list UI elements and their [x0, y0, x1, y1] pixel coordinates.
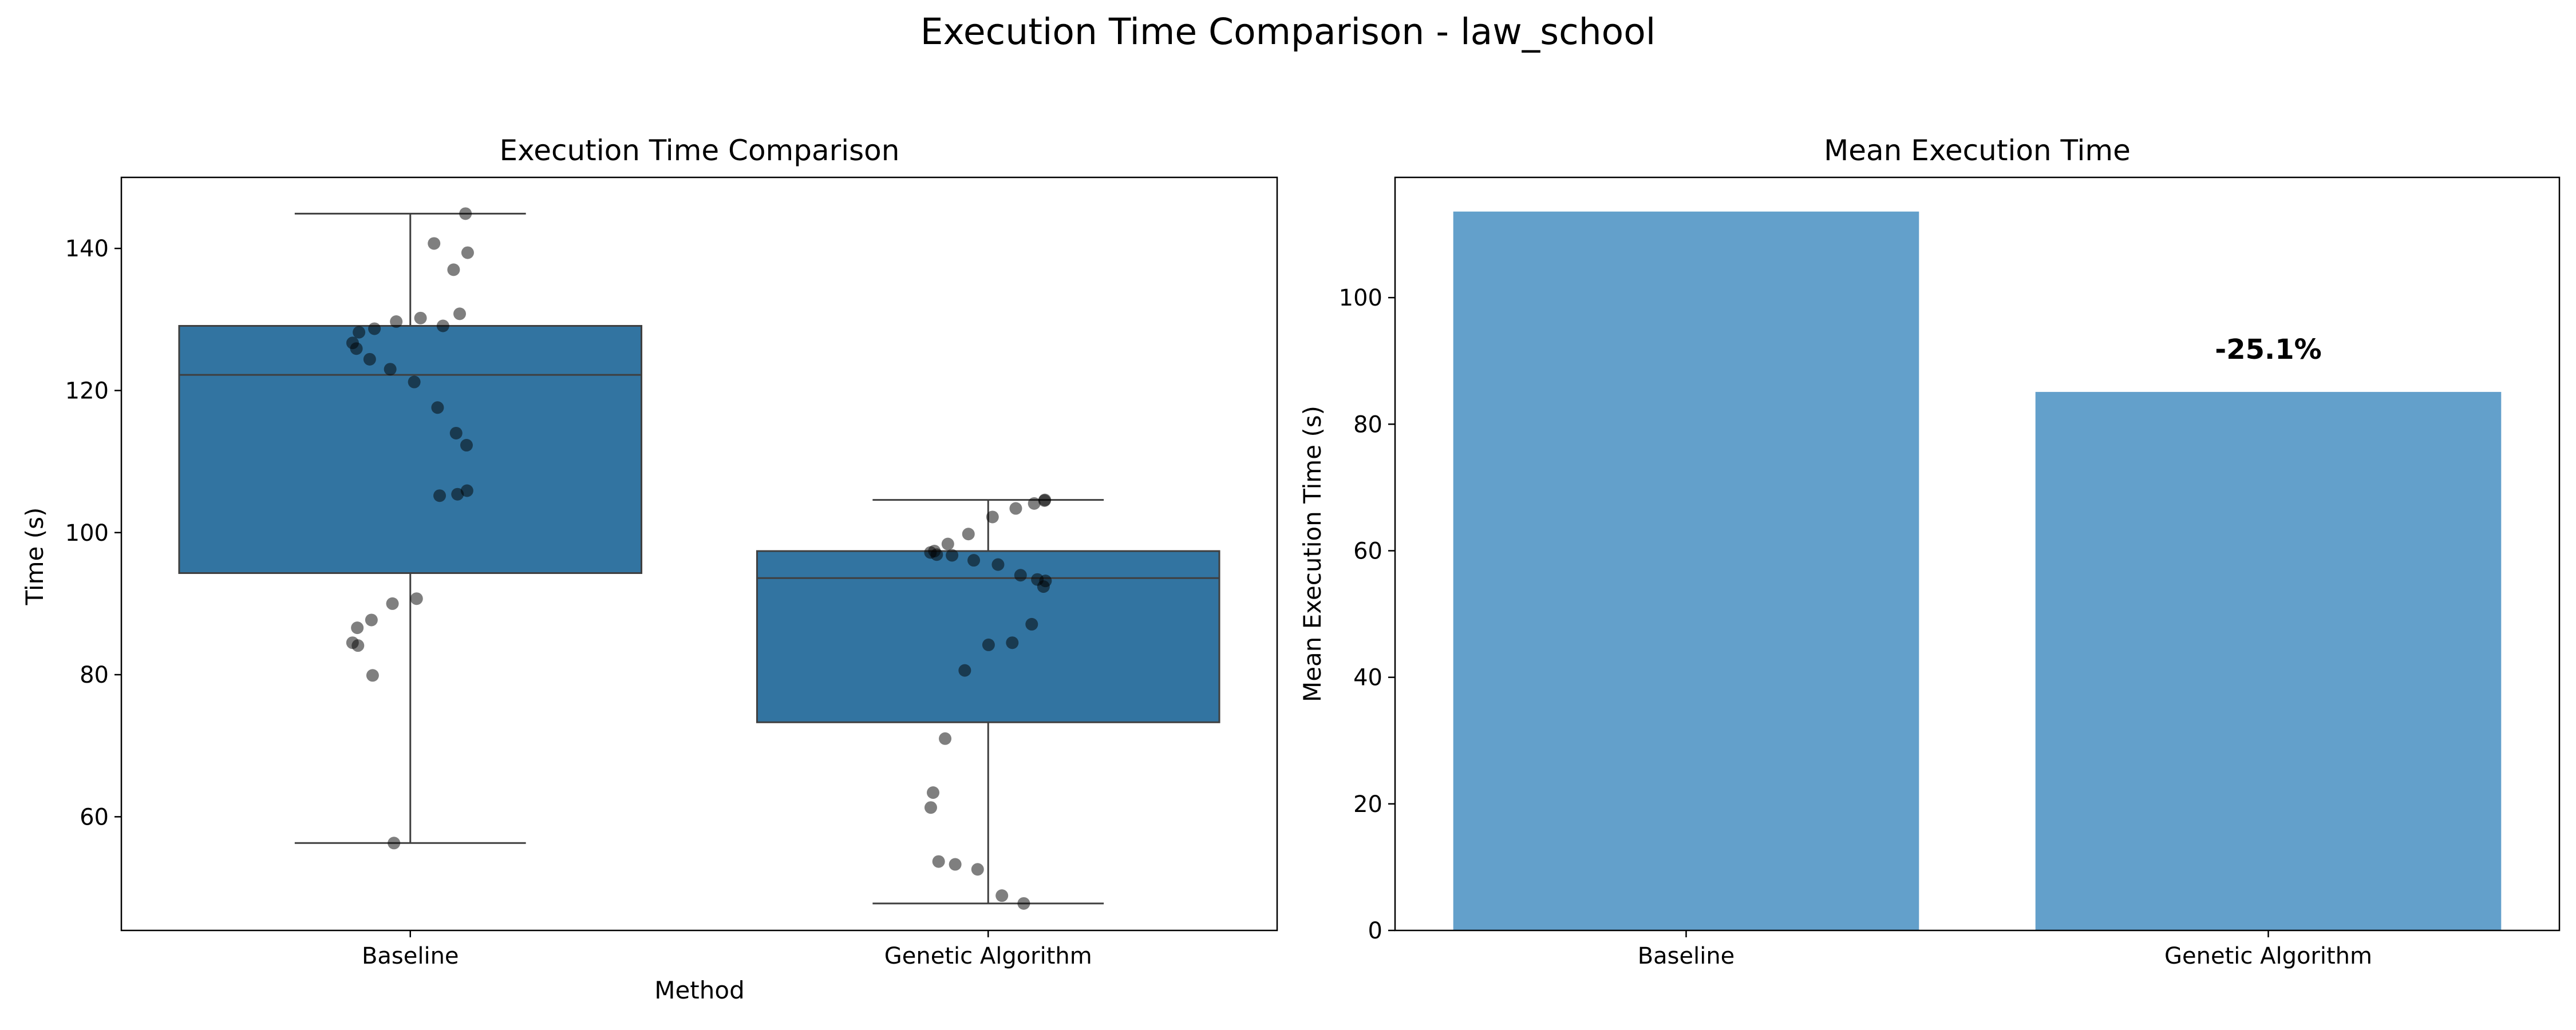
figure-suptitle: Execution Time Comparison - law_school: [920, 11, 1656, 53]
bar-chart-ylabel: Mean Execution Time (s): [1298, 406, 1326, 702]
data-point: [460, 484, 473, 497]
box-group: [178, 207, 643, 850]
bar-chart-title: Mean Execution Time: [1824, 134, 2131, 167]
data-point: [939, 732, 952, 745]
y-tick-label: 20: [1353, 791, 1382, 818]
data-point: [958, 664, 971, 677]
data-point: [366, 669, 379, 682]
y-tick-label: 60: [80, 804, 109, 830]
data-point: [414, 311, 427, 324]
data-point: [451, 488, 464, 501]
y-tick-label: 100: [65, 520, 109, 546]
data-point: [930, 548, 943, 561]
data-point: [971, 863, 984, 876]
data-point: [433, 489, 447, 502]
y-tick-label: 80: [80, 662, 109, 688]
bar-annotation: -25.1%: [2215, 334, 2321, 366]
data-point: [447, 263, 460, 276]
data-point: [351, 621, 364, 635]
data-point: [461, 246, 474, 259]
data-point: [962, 528, 975, 541]
y-tick-label: 0: [1368, 918, 1382, 944]
x-tick-label: Baseline: [1638, 943, 1735, 969]
data-point: [927, 786, 940, 799]
data-point: [390, 315, 403, 328]
bar: [2035, 391, 2502, 930]
box-plot-marks: [178, 207, 1220, 910]
bar: [1453, 211, 1919, 930]
data-point: [1028, 497, 1041, 510]
data-point: [1006, 636, 1019, 649]
data-point: [949, 858, 962, 871]
data-point: [986, 510, 999, 524]
y-tick-label: 40: [1353, 665, 1382, 691]
box-iqr: [178, 324, 643, 575]
y-tick-label: 60: [1353, 538, 1382, 564]
data-point: [410, 592, 423, 605]
box-plot-xlabel: Method: [654, 976, 745, 1004]
data-point: [932, 855, 945, 868]
data-point: [431, 401, 444, 414]
data-point: [941, 537, 954, 550]
box-plot-ylabel: Time (s): [21, 508, 49, 606]
box-plot-panel: Execution Time Comparison Method Time (s…: [21, 134, 1278, 1004]
data-point: [384, 363, 397, 376]
data-point: [388, 837, 401, 850]
data-point: [1014, 569, 1027, 582]
box-plot-axis-ticks: 60 80 100 120 140 Baseline Genetic Algorithm: [65, 236, 1092, 969]
data-point: [924, 801, 937, 814]
data-point: [982, 638, 995, 651]
data-point: [460, 439, 473, 452]
bar-chart-frame: [1394, 176, 2561, 932]
y-tick-label: 140: [65, 236, 109, 262]
data-point: [386, 597, 399, 610]
data-point: [1017, 897, 1030, 910]
box-iqr: [756, 550, 1220, 723]
x-tick-label: Baseline: [362, 943, 459, 969]
data-point: [363, 352, 376, 366]
data-point: [453, 307, 467, 320]
data-point: [365, 613, 378, 627]
y-tick-label: 100: [1339, 285, 1382, 311]
data-point: [1038, 494, 1051, 507]
bar-chart-marks: -25.1%: [1453, 211, 2502, 930]
x-tick-label: Genetic Algorithm: [2164, 943, 2372, 969]
data-point: [436, 319, 449, 332]
box-group: [756, 493, 1220, 910]
bar-chart-axis-ticks: 0 20 40 60 80 100 Baseline Genetic Algorithm: [1339, 285, 2372, 969]
data-point: [449, 426, 463, 439]
data-point: [428, 237, 441, 250]
box-plot-frame: [120, 176, 1278, 932]
x-tick-label: Genetic Algorithm: [884, 943, 1092, 969]
data-point: [353, 326, 366, 339]
data-point: [350, 342, 363, 355]
data-point: [946, 549, 959, 562]
bar-chart-panel: Mean Execution Time Mean Execution Time …: [1298, 134, 2561, 969]
data-point: [459, 207, 472, 220]
data-point: [991, 558, 1005, 571]
data-point: [351, 639, 365, 652]
y-tick-label: 80: [1353, 411, 1382, 438]
y-tick-label: 120: [65, 378, 109, 404]
data-point: [995, 889, 1009, 902]
data-point: [1009, 502, 1022, 515]
data-point: [967, 554, 981, 567]
data-point: [368, 322, 381, 335]
data-point: [1025, 617, 1038, 631]
data-point: [408, 375, 421, 389]
data-point: [1037, 580, 1050, 593]
box-plot-title: Execution Time Comparison: [500, 134, 900, 167]
